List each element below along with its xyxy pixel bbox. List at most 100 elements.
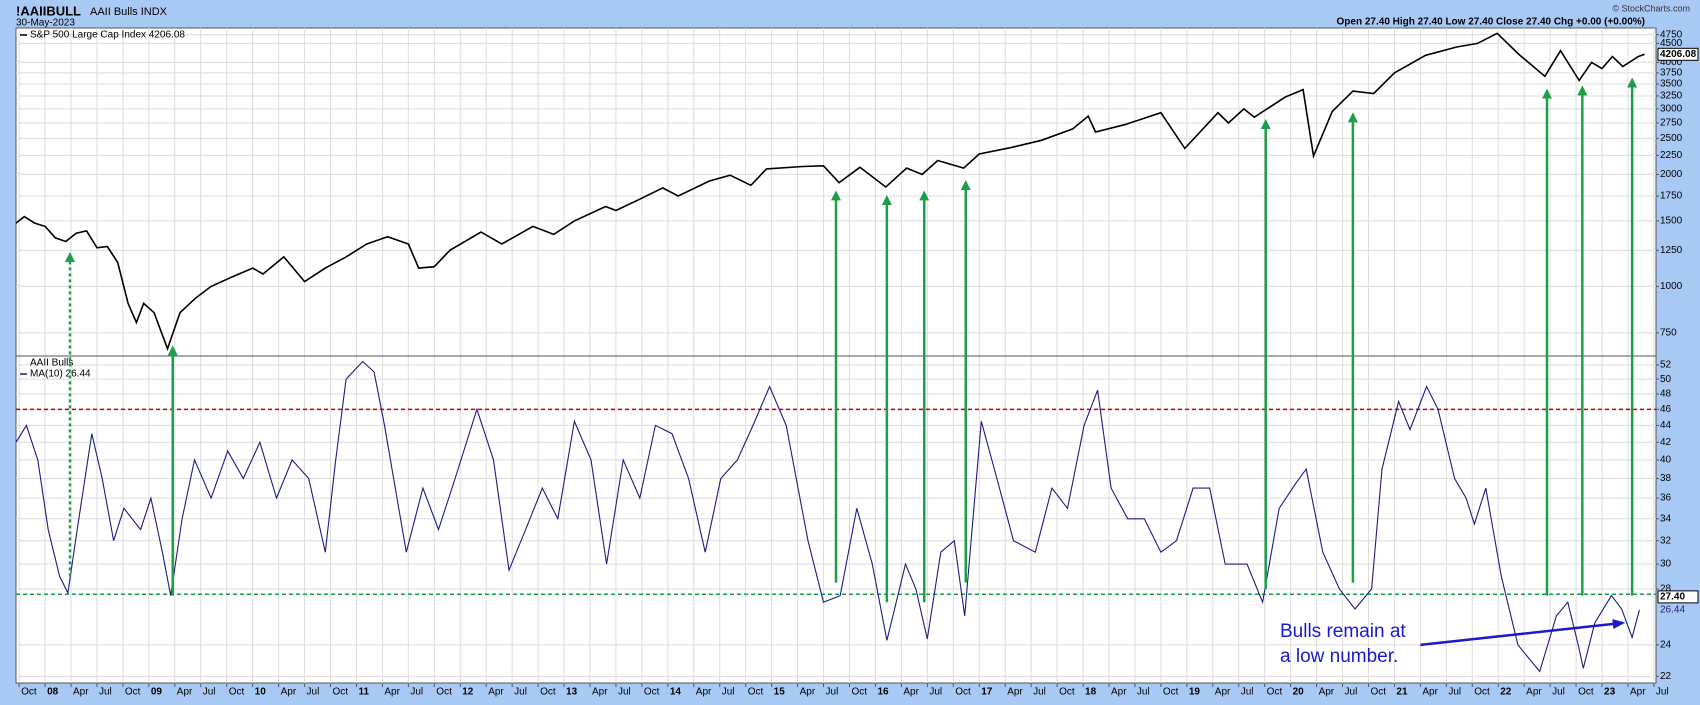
x-tick-label: Oct: [333, 687, 349, 698]
x-tick-label: Jul: [722, 687, 735, 698]
y-tick-label: 42: [1660, 437, 1672, 448]
x-tick-label: Oct: [229, 687, 245, 698]
y-tick-label: 30: [1660, 559, 1672, 570]
x-tick-label: Oct: [1267, 687, 1283, 698]
y-tick-label: 46: [1660, 404, 1672, 415]
x-tick-label: Jul: [1656, 687, 1669, 698]
copyright: © StockCharts.com: [1612, 3, 1690, 13]
x-tick-label: Apr: [1630, 687, 1646, 698]
legend-label: MA(10) 26.44: [30, 369, 91, 380]
x-tick-label: Apr: [592, 687, 608, 698]
x-tick-label: 08: [47, 687, 59, 698]
y-tick-label: 52: [1660, 360, 1672, 371]
y-tick-label: 24: [1660, 639, 1672, 650]
x-tick-label: Apr: [384, 687, 400, 698]
x-tick-label: Jul: [618, 687, 631, 698]
y-tick-label: 34: [1660, 513, 1672, 524]
x-tick-label: Oct: [21, 687, 37, 698]
y-tick-label: 44: [1660, 420, 1672, 431]
x-tick-label: 14: [670, 687, 682, 698]
y-tick-label: 1750: [1660, 191, 1683, 202]
x-tick-label: 15: [774, 687, 786, 698]
x-tick-label: Apr: [1526, 687, 1542, 698]
x-tick-label: Oct: [436, 687, 452, 698]
y-tick-label: 40: [1660, 455, 1672, 466]
symbol: !AAIIBULL: [16, 3, 81, 18]
x-tick-label: Jul: [1241, 687, 1254, 698]
x-tick-label: Jul: [1552, 687, 1565, 698]
y-tick-label: 48: [1660, 389, 1672, 400]
x-tick-label: 09: [151, 687, 163, 698]
y-tick-label: 2250: [1660, 150, 1683, 161]
y-tick-label: 32: [1660, 535, 1672, 546]
x-tick-label: Jul: [514, 687, 527, 698]
x-tick-label: 18: [1085, 687, 1097, 698]
x-tick-label: Jul: [929, 687, 942, 698]
x-tick-label: 22: [1500, 687, 1512, 698]
value-tag-label: 4206.08: [1660, 49, 1697, 60]
x-tick-label: 12: [462, 687, 474, 698]
y-tick-label: 38: [1660, 473, 1672, 484]
x-tick-label: Oct: [1163, 687, 1179, 698]
x-tick-label: 11: [358, 687, 369, 698]
date: 30-May-2023: [16, 18, 75, 29]
x-tick-label: Apr: [800, 687, 816, 698]
value-tag: [1657, 47, 1699, 61]
x-tick-label: Oct: [125, 687, 141, 698]
x-tick-label: Jul: [99, 687, 112, 698]
x-tick-label: Apr: [281, 687, 297, 698]
y-tick-label: 2750: [1660, 118, 1683, 129]
y-tick-label: 4000: [1660, 57, 1683, 68]
x-tick-label: Jul: [1033, 687, 1046, 698]
x-tick-label: Oct: [1370, 687, 1386, 698]
x-tick-label: Jul: [826, 687, 839, 698]
y-tick-label: 3250: [1660, 91, 1683, 102]
x-tick-label: Jul: [307, 687, 320, 698]
x-tick-label: Apr: [488, 687, 504, 698]
value-tag-label: 27.40: [1660, 592, 1685, 603]
legend-label: S&P 500 Large Cap Index 4206.08: [30, 30, 185, 41]
x-tick-label: Oct: [955, 687, 971, 698]
x-tick-label: Apr: [1422, 687, 1438, 698]
y-tick-label: 3000: [1660, 104, 1683, 115]
panel-title: AAII Bulls: [30, 358, 73, 369]
note-text: a low number.: [1280, 646, 1398, 667]
series-line: [15, 32, 1645, 352]
x-tick-label: Apr: [177, 687, 193, 698]
y-tick-label: 1000: [1660, 281, 1683, 292]
symbol-name: AAII Bulls INDX: [90, 6, 168, 18]
x-tick-label: 20: [1293, 687, 1305, 698]
y-tick-label: 50: [1660, 374, 1672, 385]
x-tick-label: Apr: [1319, 687, 1335, 698]
x-tick-label: 19: [1189, 687, 1201, 698]
x-tick-label: Jul: [1345, 687, 1358, 698]
x-tick-label: Jul: [203, 687, 216, 698]
y-tick-label: 750: [1660, 328, 1677, 339]
x-tick-label: Apr: [903, 687, 919, 698]
x-tick-label: Apr: [73, 687, 89, 698]
x-tick-label: 21: [1396, 687, 1408, 698]
note-arrow: [1420, 619, 1626, 647]
x-tick-label: Oct: [540, 687, 556, 698]
y-tick-label: 1500: [1660, 216, 1683, 227]
y-tick-label: 2000: [1660, 169, 1683, 180]
y-tick-label: 3500: [1660, 79, 1683, 90]
x-tick-label: Apr: [1111, 687, 1127, 698]
x-tick-label: Apr: [696, 687, 712, 698]
y-tick-label: 22: [1660, 671, 1672, 682]
x-tick-label: Jul: [410, 687, 423, 698]
y-tick-label: 3750: [1660, 67, 1683, 78]
series-line: [15, 360, 1640, 673]
x-tick-label: Jul: [1137, 687, 1150, 698]
y-tick-label: 28: [1660, 584, 1672, 595]
value-tag: [1657, 590, 1699, 604]
x-tick-label: Oct: [851, 687, 867, 698]
x-tick-label: 10: [255, 687, 267, 698]
x-tick-label: 13: [566, 687, 578, 698]
x-tick-label: Jul: [1448, 687, 1461, 698]
x-tick-label: Apr: [1215, 687, 1231, 698]
x-tick-label: Oct: [1474, 687, 1490, 698]
x-tick-label: 23: [1604, 687, 1616, 698]
